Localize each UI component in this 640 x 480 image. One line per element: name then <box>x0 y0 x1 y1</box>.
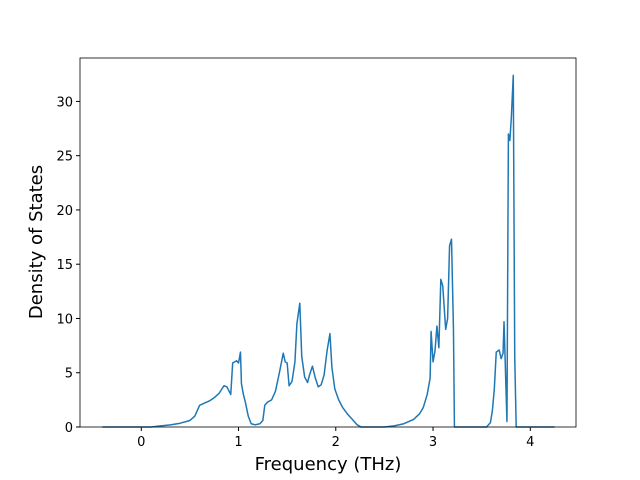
x-tick-label: 2 <box>332 435 340 450</box>
y-tick-label: 15 <box>56 258 73 273</box>
plot-frame <box>79 57 577 428</box>
x-tick-label: 3 <box>429 435 437 450</box>
y-axis-label: Density of States <box>26 165 47 319</box>
x-tick-label: 4 <box>526 435 534 450</box>
y-tick-label: 0 <box>65 421 73 436</box>
x-axis-label: Frequency (THz) <box>255 454 402 475</box>
x-tick-label: 0 <box>137 435 145 450</box>
y-tick-label: 20 <box>56 204 73 219</box>
y-tick-label: 10 <box>56 312 73 327</box>
y-tick-label: 5 <box>65 367 73 382</box>
y-tick-label: 25 <box>56 150 73 165</box>
line-series <box>102 74 555 428</box>
x-tick-label: 1 <box>234 435 242 450</box>
y-tick-label: 30 <box>56 95 73 110</box>
